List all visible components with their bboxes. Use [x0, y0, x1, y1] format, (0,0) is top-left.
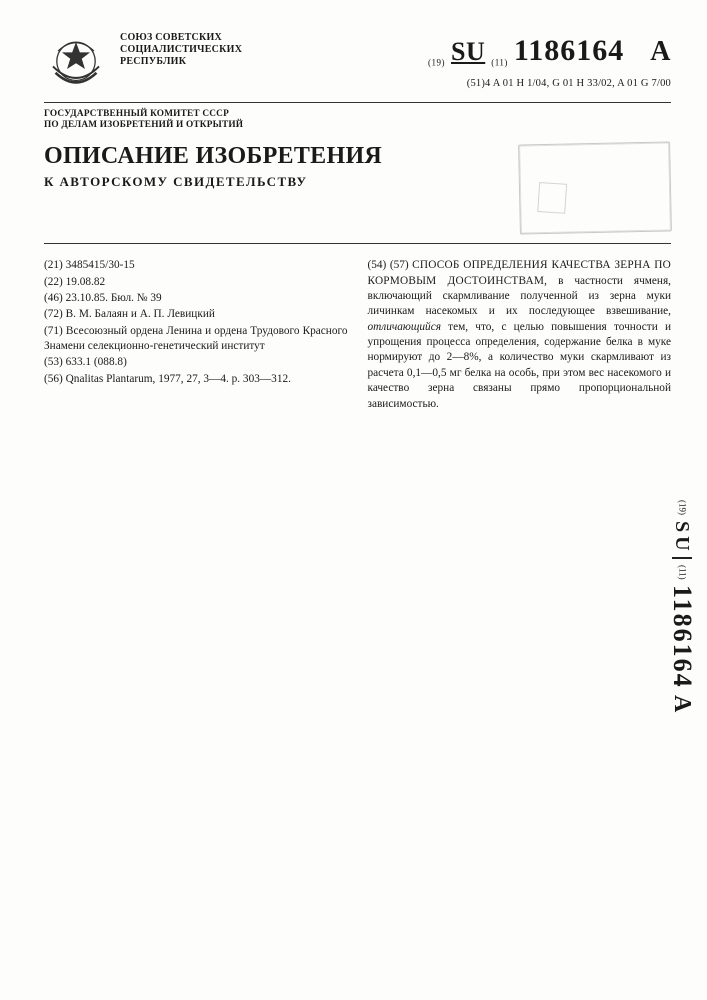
label-11: (11)	[491, 57, 508, 67]
ipc-label: (51)4	[467, 78, 491, 89]
field-71: (71) Всесоюзный ордена Ленина и ордена Т…	[44, 324, 348, 355]
doc-suffix: A	[650, 36, 671, 67]
committee-block: ГОСУДАРСТВЕННЫЙ КОМИТЕТ СССР ПО ДЕЛАМ ИЗ…	[44, 109, 671, 131]
union-line2: СОЦИАЛИСТИЧЕСКИХ	[120, 44, 242, 56]
side-su: SU	[672, 521, 692, 559]
side-docnum: (19) SU (11) 1186164 A	[669, 500, 695, 716]
abstract-body-2: тем, что, с целью повышения точности и у…	[368, 321, 672, 410]
committee-line1: ГОСУДАРСТВЕННЫЙ КОМИТЕТ СССР	[44, 109, 671, 120]
field-22: (22) 19.08.82	[44, 275, 348, 290]
left-column: (21) 3485415/30-15 (22) 19.08.82 (46) 23…	[44, 258, 348, 413]
abstract-em: отличающийся	[368, 321, 441, 333]
doc-number-line: (19) SU (11) 1186164 A	[254, 34, 671, 68]
side-num: 1186164	[669, 585, 695, 689]
title-sub: К АВТОРСКОМУ СВИДЕТЕЛЬСТВУ	[44, 174, 503, 190]
side-19: (19)	[678, 500, 687, 515]
label-19: (19)	[428, 57, 445, 67]
rule-mid	[44, 243, 671, 244]
ipc-codes: A 01 H 1/04, G 01 H 33/02, A 01 G 7/00	[493, 78, 671, 89]
right-column: (54) (57) СПОСОБ ОПРЕДЕЛЕНИЯ КАЧЕСТВА ЗЕ…	[368, 258, 672, 413]
abstract-label: (54) (57)	[368, 259, 409, 271]
side-11: (11)	[678, 565, 687, 580]
union-text: СОЮЗ СОВЕТСКИХ СОЦИАЛИСТИЧЕСКИХ РЕСПУБЛИ…	[120, 32, 242, 67]
union-line1: СОЮЗ СОВЕТСКИХ	[120, 32, 242, 44]
ipc-line: (51)4 A 01 H 1/04, G 01 H 33/02, A 01 G …	[254, 78, 671, 89]
rule-top	[44, 102, 671, 103]
header-row: СОЮЗ СОВЕТСКИХ СОЦИАЛИСТИЧЕСКИХ РЕСПУБЛИ…	[44, 28, 671, 92]
title-block: ОПИСАНИЕ ИЗОБРЕТЕНИЯ К АВТОРСКОМУ СВИДЕТ…	[44, 143, 671, 233]
abstract: (54) (57) СПОСОБ ОПРЕДЕЛЕНИЯ КАЧЕСТВА ЗЕ…	[368, 258, 672, 412]
doc-number: 1186164	[514, 34, 624, 67]
field-53: (53) 633.1 (088.8)	[44, 355, 348, 370]
state-emblem	[44, 28, 108, 92]
field-56: (56) Qnalitas Plantarum, 1977, 27, 3—4. …	[44, 372, 348, 387]
field-72: (72) В. М. Балаян и А. П. Левицкий	[44, 307, 348, 322]
field-46: (46) 23.10.85. Бюл. № 39	[44, 291, 348, 306]
side-suffix: A	[670, 695, 694, 716]
doc-id-block: (19) SU (11) 1186164 A (51)4 A 01 H 1/04…	[254, 28, 671, 89]
biblio-columns: (21) 3485415/30-15 (22) 19.08.82 (46) 23…	[44, 258, 671, 413]
union-line3: РЕСПУБЛИК	[120, 56, 242, 68]
country-code: SU	[451, 37, 485, 66]
registry-stamp	[518, 142, 672, 235]
committee-line2: ПО ДЕЛАМ ИЗОБРЕТЕНИЙ И ОТКРЫТИЙ	[44, 120, 671, 131]
field-21: (21) 3485415/30-15	[44, 258, 348, 273]
title-main: ОПИСАНИЕ ИЗОБРЕТЕНИЯ	[44, 143, 503, 170]
